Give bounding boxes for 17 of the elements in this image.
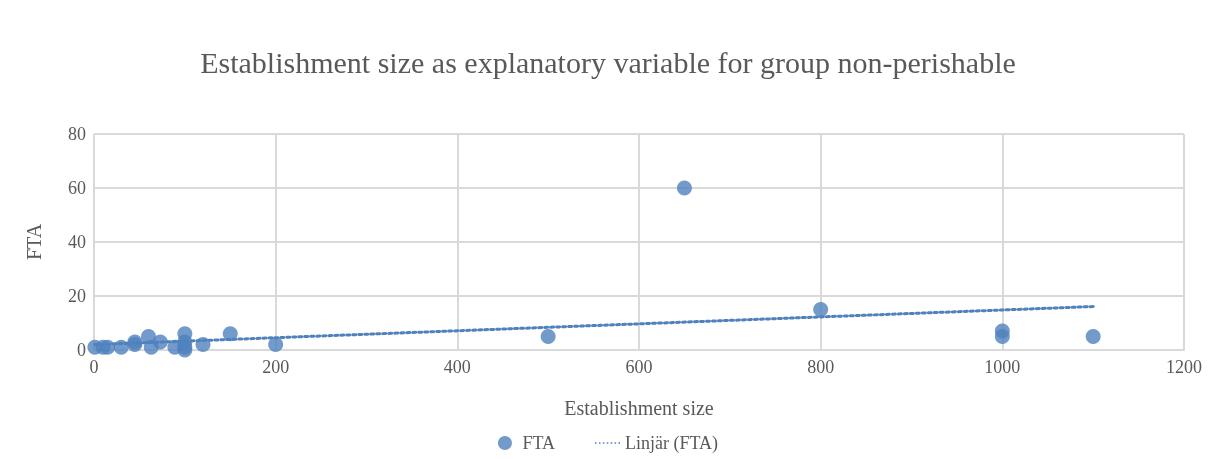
- x-tick-label: 600: [625, 357, 653, 377]
- y-tick-label: 20: [68, 286, 86, 306]
- legend-label: FTA: [522, 433, 556, 453]
- x-tick-label: 400: [443, 357, 471, 377]
- x-tick-label: 0: [89, 357, 99, 377]
- y-tick-label: 80: [68, 124, 86, 144]
- x-tick-label: 1200: [1166, 357, 1202, 377]
- legend-label: Linjär (FTA): [625, 433, 719, 454]
- y-axis-title: FTA: [23, 223, 45, 261]
- x-tick-label: 1000: [984, 357, 1021, 377]
- y-tick-label: 0: [77, 340, 86, 360]
- y-tick-label: 40: [68, 232, 86, 252]
- x-tick-label: 800: [807, 357, 835, 377]
- x-axis-title: Establishment size: [564, 397, 714, 419]
- chart-title: Establishment size as explanatory variable for group non-perishable: [200, 45, 1016, 79]
- x-tick-label: 200: [262, 357, 290, 377]
- y-tick-label: 60: [68, 178, 86, 198]
